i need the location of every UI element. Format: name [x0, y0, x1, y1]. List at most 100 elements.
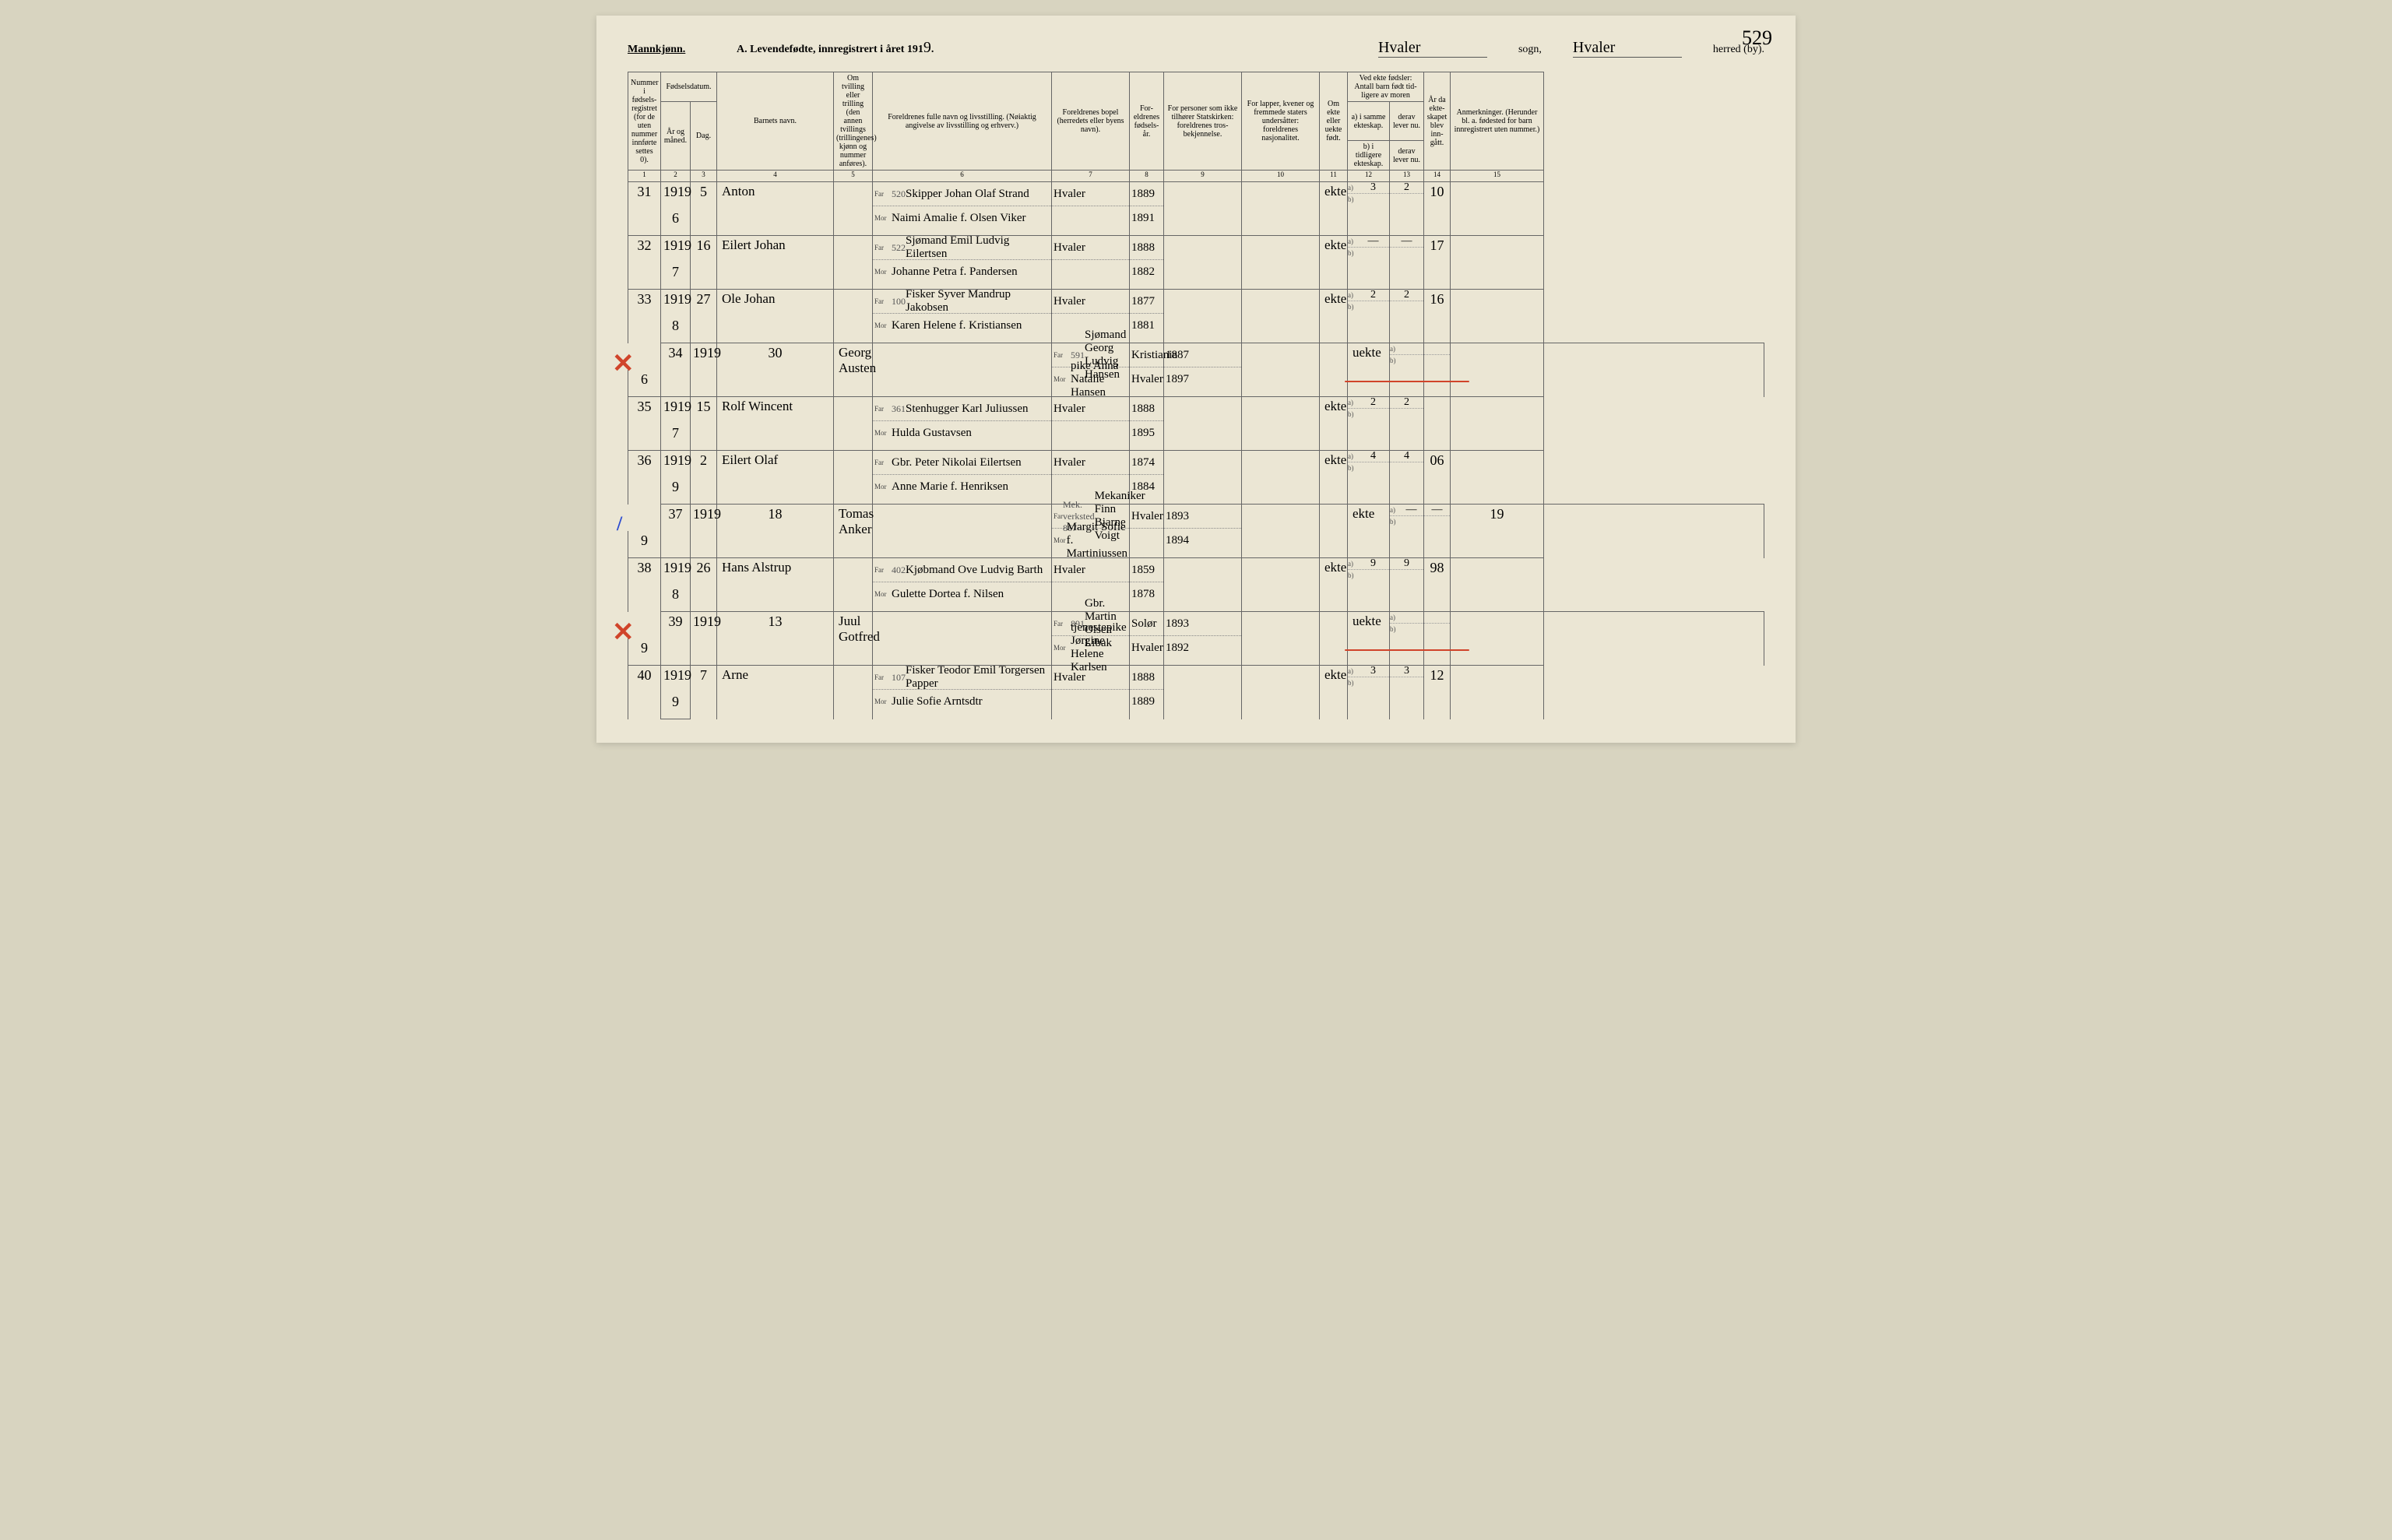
- col-13b-header: derav lever nu.: [1390, 141, 1424, 171]
- living-now: —: [1390, 236, 1424, 290]
- parents-cell: Far520 Skipper Johan Olaf StrandMorNaimi…: [873, 182, 1052, 236]
- nationality-col: [1320, 612, 1348, 666]
- herred-field: Hvaler: [1573, 39, 1682, 58]
- birth-day: 7: [691, 666, 717, 719]
- far-label: Far: [874, 297, 892, 305]
- colnum: 12: [1348, 171, 1390, 182]
- legitimacy: ekte: [1320, 451, 1348, 505]
- mother-year: 1891: [1131, 212, 1162, 225]
- mother-name: Margit Sofie f. Martiniussen: [1067, 521, 1127, 561]
- far-label: Far: [1054, 351, 1071, 359]
- marriage-year: [1424, 397, 1451, 451]
- parents-cell: Far361 Stenhugger Karl JuliussenMorHulda…: [873, 397, 1052, 451]
- residence-far: Hvaler: [1131, 510, 1163, 523]
- col-9-header: For personer som ikke tilhører Statskirk…: [1164, 72, 1242, 171]
- birth-month: 7: [661, 262, 691, 290]
- colnum: 9: [1164, 171, 1242, 182]
- birth-year: 1919: [661, 236, 691, 263]
- far-label: Far: [874, 459, 892, 466]
- birth-day: 27: [691, 290, 717, 343]
- colnum: 10: [1242, 171, 1320, 182]
- twin-col: [873, 505, 1052, 558]
- birth-month: 9: [628, 531, 661, 558]
- page-number: 529: [1742, 26, 1772, 50]
- mor-label: Mor: [874, 698, 892, 705]
- reg-no: 37: [661, 505, 691, 558]
- marriage-year: 06: [1424, 451, 1451, 505]
- col-12a-header: a) i samme ekteskap.: [1348, 102, 1390, 141]
- col-12-group-header: Ved ekte fødsler: Antall barn født tid-l…: [1348, 72, 1424, 102]
- sup-note: 107: [892, 672, 906, 684]
- parent-years: 18881895: [1130, 397, 1164, 451]
- living-now: 2: [1390, 397, 1424, 451]
- twin-col: [834, 666, 873, 719]
- twin-col: [834, 397, 873, 451]
- parent-years: 18931894: [1164, 505, 1242, 558]
- mother-name: Julie Sofie Arntsdtr: [892, 695, 1050, 708]
- birth-year: 1919: [661, 182, 691, 209]
- birth-year: 1919: [691, 612, 717, 639]
- residence-cell: Hvaler: [1052, 182, 1130, 236]
- child-name: Eilert Olaf: [717, 451, 834, 505]
- remarks: [1451, 182, 1544, 236]
- table-row: 3619192Eilert OlafFar Gbr. Peter Nikolai…: [628, 451, 1764, 478]
- religion-col: [1242, 505, 1320, 558]
- mother-year: 1878: [1131, 588, 1162, 601]
- child-name: Tomas Anker: [834, 505, 873, 558]
- nationality-col: [1320, 505, 1348, 558]
- birth-month: 8: [661, 585, 691, 612]
- birth-day: 30: [717, 343, 834, 397]
- twin-col: [834, 451, 873, 505]
- colnum: 13: [1390, 171, 1424, 182]
- mor-label: Mor: [874, 483, 892, 490]
- mother-name: Johanne Petra f. Pandersen: [892, 265, 1050, 279]
- colnum: 4: [717, 171, 834, 182]
- legitimacy: ekte: [1320, 666, 1348, 719]
- residence-far: Hvaler: [1054, 564, 1127, 577]
- colnum: 15: [1451, 171, 1544, 182]
- sup-note: 522: [892, 242, 906, 254]
- legitimacy: ekte: [1320, 397, 1348, 451]
- mor-label: Mor: [874, 429, 892, 437]
- far-label: Far: [1054, 620, 1071, 628]
- residence-cell: Hvaler: [1052, 397, 1130, 451]
- child-name: Georg Austen: [834, 343, 873, 397]
- prev-births: a)b): [1390, 343, 1424, 397]
- far-label: Far: [874, 405, 892, 413]
- child-name: Arne: [717, 666, 834, 719]
- living-now: [1424, 343, 1451, 397]
- child-name: Eilert Johan: [717, 236, 834, 290]
- religion-col: [1242, 343, 1320, 397]
- birth-day: 5: [691, 182, 717, 236]
- mor-label: Mor: [874, 214, 892, 222]
- father-name: Skipper Johan Olaf Strand: [906, 188, 1050, 201]
- col-12b-header: b) i tidligere ekteskap.: [1348, 141, 1390, 171]
- reg-no: 31: [628, 182, 661, 236]
- table-body: 3119195AntonFar520 Skipper Johan Olaf St…: [628, 182, 1764, 719]
- parents-cell: Far522 Sjømand Emil Ludvig EilertsenMorJ…: [873, 236, 1052, 290]
- twin-col: [834, 236, 873, 290]
- birth-year: 1919: [691, 343, 717, 371]
- far-label: Far: [874, 566, 892, 574]
- religion-col: [1242, 612, 1320, 666]
- marriage-year: [1451, 612, 1544, 666]
- parents-cell: Far591 Sjømand Georg Ludvig HansenMorpik…: [1052, 343, 1130, 397]
- colnum: 2: [661, 171, 691, 182]
- col-2a-header: År og måned.: [661, 102, 691, 171]
- father-year: 1877: [1131, 295, 1162, 308]
- birth-day: 13: [717, 612, 834, 666]
- living-now: [1424, 612, 1451, 666]
- mother-name: Hulda Gustavsen: [892, 427, 1050, 440]
- parent-years: 18771881: [1130, 290, 1164, 343]
- prev-births: a)2b): [1348, 397, 1390, 451]
- reg-no: 33: [628, 290, 661, 343]
- parent-years: 18871897: [1164, 343, 1242, 397]
- father-name: Sjømand Emil Ludvig Eilertsen: [906, 234, 1050, 261]
- residence-far: Hvaler: [1054, 456, 1127, 469]
- father-name: Fisker Syver Mandrup Jakobsen: [906, 288, 1050, 315]
- birth-month: 8: [661, 316, 691, 343]
- birth-month: 9: [661, 477, 691, 505]
- living-now: 3: [1390, 666, 1424, 719]
- prev-births: a)—b): [1348, 236, 1390, 290]
- legitimacy: ekte: [1320, 290, 1348, 343]
